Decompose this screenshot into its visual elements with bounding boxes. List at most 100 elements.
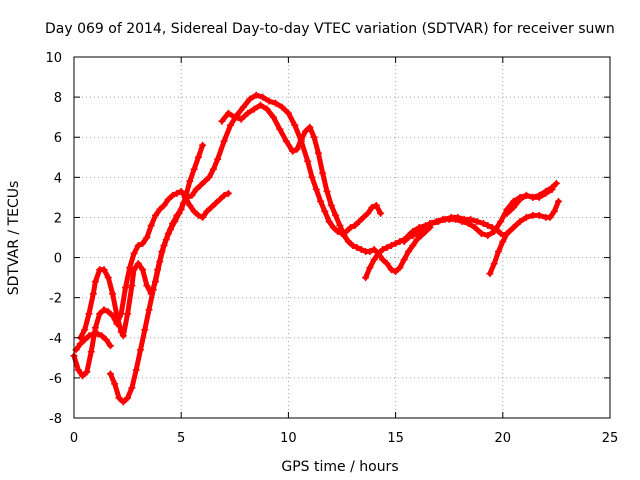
data-point [164, 195, 172, 203]
data-point [83, 368, 91, 376]
series-line [487, 198, 561, 277]
data-point [327, 201, 335, 209]
data-point [81, 336, 89, 344]
data-point [297, 135, 305, 143]
data-point [160, 201, 168, 209]
data-point [503, 230, 511, 237]
data-point [156, 205, 164, 213]
data-point [312, 185, 320, 193]
data-point [231, 113, 239, 121]
data-point [477, 230, 485, 237]
data-point [490, 260, 498, 268]
data-point [447, 213, 455, 221]
y-tick-label: 4 [54, 171, 62, 186]
data-point [546, 213, 554, 221]
data-point [383, 260, 391, 268]
data-point [237, 115, 245, 123]
data-point [218, 117, 226, 125]
data-point [392, 268, 400, 276]
data-point [422, 222, 430, 229]
y-tick-label: -4 [49, 332, 62, 347]
data-point [220, 191, 228, 199]
data-point [529, 193, 537, 201]
data-point [396, 264, 404, 272]
data-point [224, 189, 232, 197]
data-point [152, 211, 159, 219]
data-point [186, 177, 194, 185]
data-point [332, 211, 340, 219]
data-point [497, 230, 505, 237]
data-point [100, 306, 108, 314]
data-point [143, 282, 151, 290]
data-point [220, 137, 228, 145]
data-point [104, 274, 112, 282]
data-point [555, 197, 562, 205]
data-point [81, 326, 89, 334]
data-point [497, 218, 505, 225]
data-point [400, 256, 408, 264]
x-tick-label: 10 [280, 431, 297, 446]
data-point [359, 213, 367, 221]
data-point [207, 203, 215, 211]
data-point [98, 332, 106, 340]
data-point [214, 155, 222, 163]
data-point [550, 207, 558, 215]
x-tick-label: 5 [177, 431, 185, 446]
data-point [143, 234, 151, 241]
data-point [355, 218, 363, 225]
data-point [321, 207, 329, 215]
data-point [158, 248, 166, 255]
data-point [244, 109, 252, 117]
data-point [188, 191, 196, 199]
data-point [216, 195, 224, 203]
data-point [323, 187, 331, 195]
data-point [113, 312, 121, 320]
data-point [353, 244, 361, 251]
data-point [291, 121, 299, 129]
data-point [413, 236, 421, 243]
y-tick-label: -6 [49, 372, 62, 387]
data-point [441, 215, 449, 223]
data-point [154, 266, 162, 274]
data-point [368, 203, 376, 211]
data-point [272, 99, 279, 107]
data-point [522, 191, 530, 199]
data-point [329, 224, 337, 231]
data-point [405, 232, 412, 239]
data-point [79, 372, 87, 380]
data-point [203, 207, 211, 215]
data-point [76, 340, 84, 348]
y-axis-label: SDTVAR / TECUs [6, 181, 22, 296]
data-point [471, 224, 479, 231]
data-point [319, 169, 327, 177]
data-point [282, 137, 290, 145]
data-point [548, 185, 556, 193]
data-point [405, 248, 412, 255]
data-point [370, 246, 378, 253]
y-tick-label: 6 [54, 131, 62, 146]
data-point [96, 310, 104, 318]
data-point [510, 203, 517, 211]
data-point [122, 284, 129, 292]
data-point [364, 209, 372, 217]
data-point [340, 232, 348, 239]
data-point [516, 195, 524, 203]
data-point [366, 248, 374, 255]
data-point [115, 394, 123, 402]
data-point [377, 209, 385, 217]
data-point [289, 147, 297, 155]
data-point [347, 224, 355, 231]
plot-frame [73, 56, 611, 419]
data-point [499, 238, 507, 245]
data-point [351, 222, 359, 229]
data-point [224, 109, 232, 117]
y-tick-label: 0 [54, 252, 62, 267]
data-point [409, 228, 417, 235]
data-point [173, 189, 181, 197]
data-point [417, 232, 425, 239]
data-point [400, 238, 408, 245]
data-point [276, 125, 284, 133]
y-tick-label: 8 [54, 91, 62, 106]
data-point [293, 145, 301, 153]
data-layer [70, 91, 562, 406]
